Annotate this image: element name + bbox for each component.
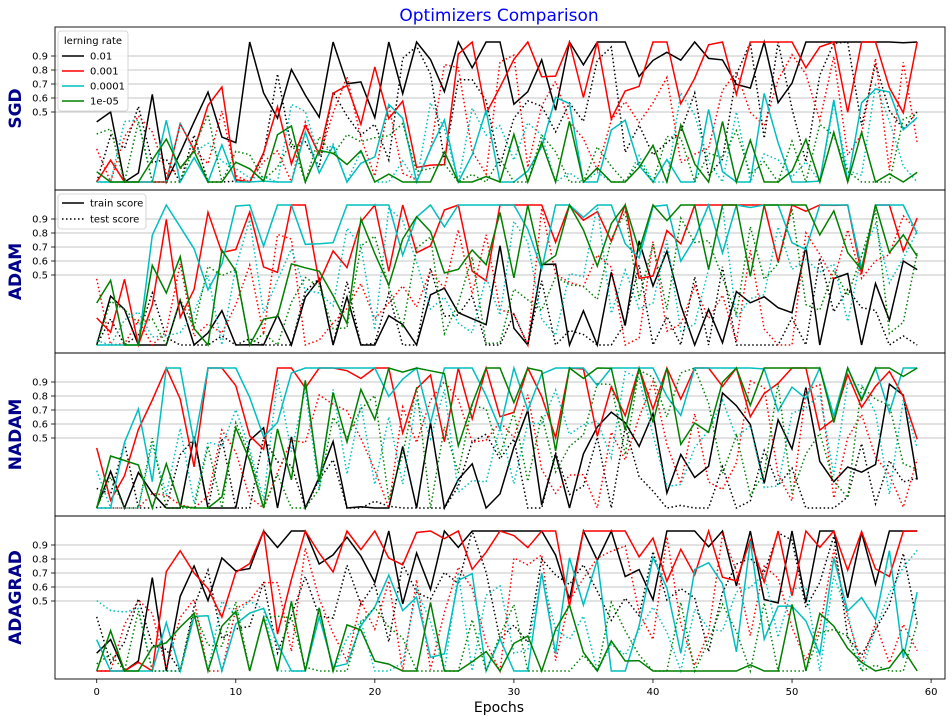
x-tick-label: 0: [94, 687, 100, 698]
legend-line-style: train score test score: [57, 193, 147, 230]
series-line-train-lr-1e-05: [96, 203, 918, 348]
series-line-train-lr-0.001: [95, 365, 918, 503]
series-line-test-lr-0.01: [96, 257, 918, 348]
y-tick-label: 0.8: [32, 392, 48, 403]
panel-adam: 0.5 0.6 0.7 0.8 0.9 ADAM: [6, 189, 946, 354]
legend-learning-rate: lerning rate 0.01 0.001 0.0001 1e-05: [57, 30, 129, 112]
x-axis-label: Epochs: [474, 700, 524, 716]
y-tick-label: 0.9: [32, 52, 48, 63]
series-line-train-lr-0.0001: [96, 202, 918, 346]
legend-entry-label: test score: [90, 215, 139, 226]
y-tick-label: 0.9: [32, 215, 48, 226]
series-line-test-lr-1e-05: [95, 208, 918, 347]
panel-ylabel: ADAM: [6, 243, 26, 300]
y-tick-label: 0.5: [32, 108, 48, 119]
x-tick-label: 40: [647, 687, 660, 698]
y-tick-label: 0.7: [32, 80, 48, 91]
series-line-test-lr-0.01: [95, 39, 918, 184]
series-line-train-lr-0.001: [96, 528, 918, 673]
panel-ylabel: NADAM: [6, 399, 26, 471]
legend-entry-label: 0.001: [90, 67, 119, 78]
series-line-train-lr-0.01: [95, 240, 918, 348]
legend-box: [57, 30, 129, 112]
y-tick-label: 0.7: [32, 243, 48, 254]
panel-ylabel: ADAGRAD: [6, 550, 26, 645]
series-line-test-lr-1e-05: [96, 111, 918, 185]
series-line-train-lr-0.01: [96, 528, 918, 673]
series-line-test-lr-0.0001: [96, 82, 918, 185]
series-line-test-lr-1e-05: [96, 599, 918, 674]
series-line-train-lr-0.0001: [96, 541, 918, 674]
x-tick-label: 10: [229, 687, 242, 698]
series-line-train-lr-0.01: [95, 382, 918, 511]
y-tick-label: 0.6: [32, 94, 48, 105]
series-line-test-lr-1e-05: [96, 367, 918, 511]
series-line-train-lr-1e-05: [95, 601, 918, 674]
x-tick-label: 30: [508, 687, 521, 698]
panel-nadam: 0.5 0.6 0.7 0.8 0.9 NADAM: [6, 352, 946, 517]
y-tick-label: 0.6: [32, 420, 48, 431]
y-tick-label: 0.6: [32, 257, 48, 268]
legend-entry-label: train score: [90, 199, 143, 210]
panels-group: 0.50.60.70.80.9SGD0.50.60.70.80.9ADAM0.5…: [6, 26, 946, 680]
y-tick-label: 0.7: [32, 569, 48, 580]
y-tick-label: 0.8: [32, 66, 48, 77]
panel-sgd: 0.5 0.6 0.7 0.8 0.9 SGD: [6, 26, 946, 191]
y-tick-label: 0.8: [32, 229, 48, 240]
legend-title: lerning rate: [64, 36, 122, 47]
chart-title: Optimizers Comparison: [399, 6, 598, 26]
series-line-test-lr-0.001: [96, 379, 918, 511]
y-tick-label: 0.5: [32, 271, 48, 282]
x-tick-label: 50: [786, 687, 799, 698]
series-line-test-lr-0.0001: [96, 204, 918, 346]
y-tick-label: 0.9: [32, 541, 48, 552]
series-line-train-lr-0.0001: [96, 88, 918, 185]
series-line-test-lr-0.001: [95, 208, 918, 348]
legend-entry-label: 0.01: [90, 52, 112, 63]
series-line-test-lr-0.0001: [95, 370, 918, 509]
x-tick-label: 60: [925, 687, 938, 698]
panel-frame: [54, 515, 946, 680]
y-tick-label: 0.5: [32, 597, 48, 608]
y-tick-label: 0.9: [32, 378, 48, 389]
y-tick-label: 0.7: [32, 406, 48, 417]
y-tick-label: 0.8: [32, 555, 48, 566]
panel-ylabel: SGD: [6, 88, 26, 128]
y-tick-label: 0.5: [32, 434, 48, 445]
y-tick-label: 0.6: [32, 583, 48, 594]
legend-entry-label: 0.0001: [90, 82, 125, 93]
series-line-test-lr-0.001: [96, 531, 918, 674]
legend-entry-label: 1e-05: [90, 97, 119, 108]
panel-adagrad: 0.5 0.6 0.7 0.8 0.9 ADAGRAD: [6, 515, 946, 680]
x-axis: 0 10 20 30 40 50 60: [94, 679, 938, 698]
series-line-train-lr-1e-05: [96, 121, 918, 185]
x-tick-label: 20: [368, 687, 381, 698]
